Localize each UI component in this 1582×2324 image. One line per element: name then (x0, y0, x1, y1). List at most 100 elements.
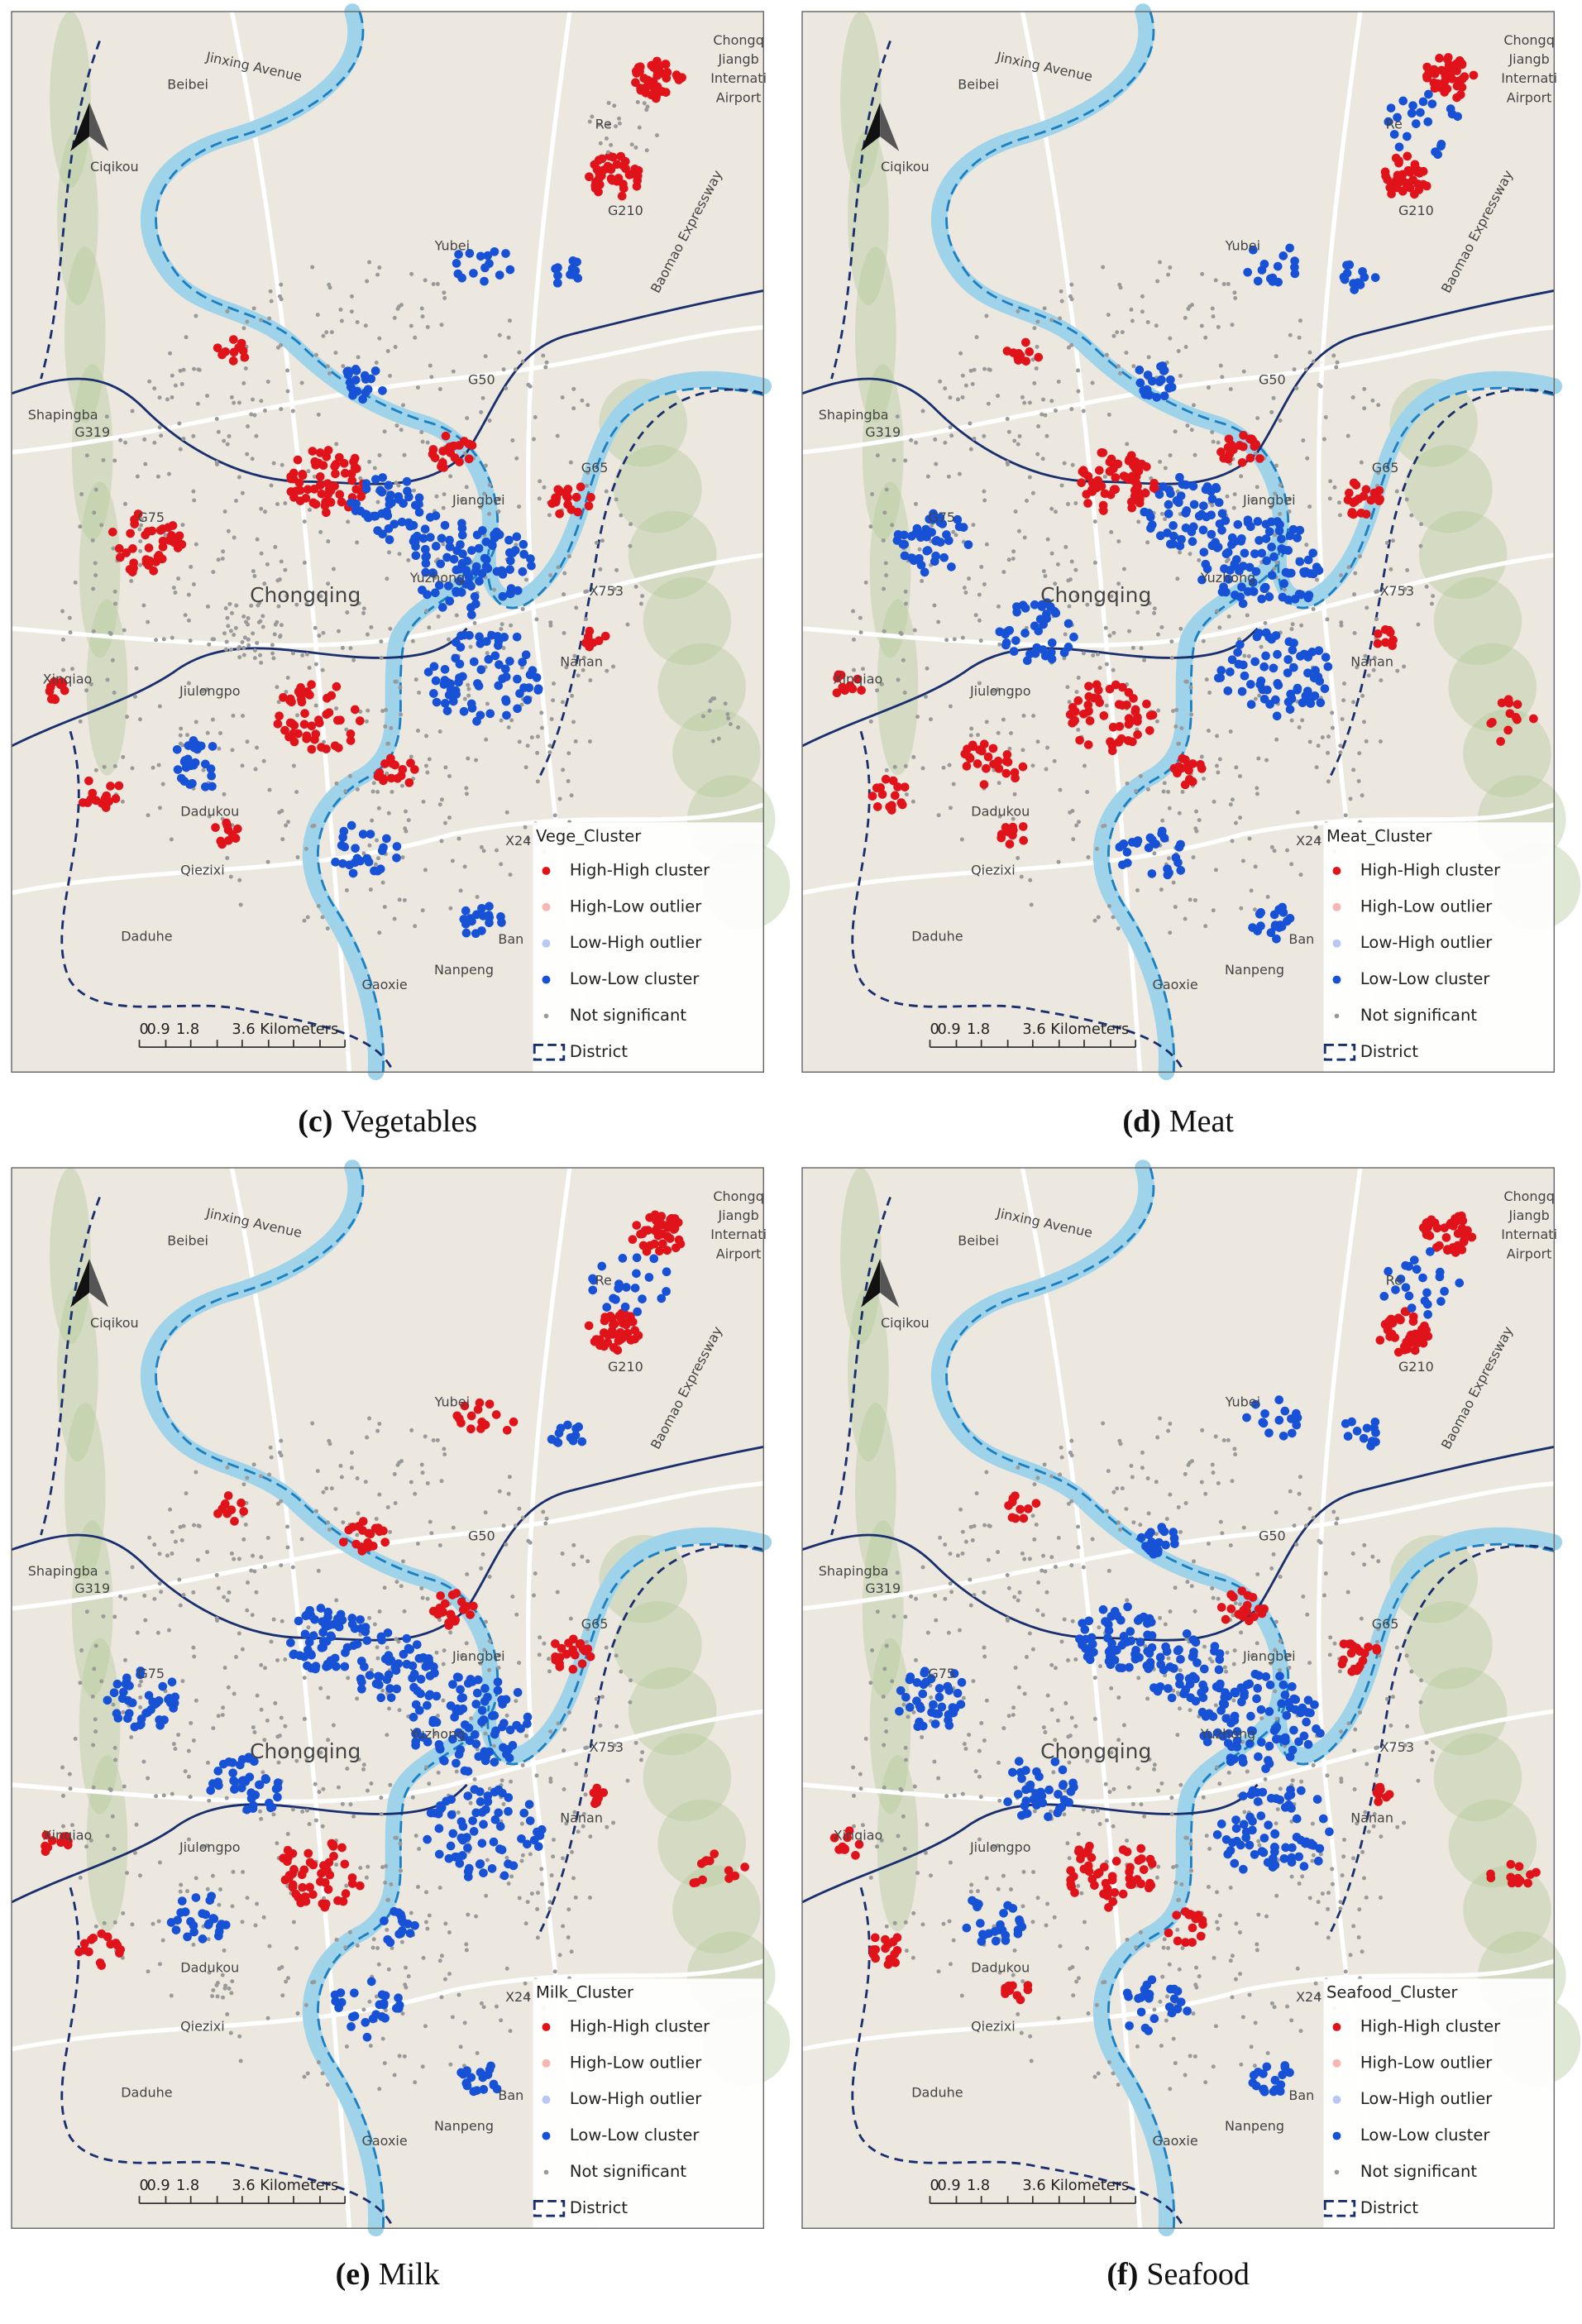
point (351, 1814, 356, 1819)
point (1199, 548, 1209, 557)
point (736, 724, 741, 729)
point (334, 1863, 339, 1867)
point (156, 763, 161, 767)
point (730, 1871, 740, 1881)
point (1360, 693, 1365, 698)
point (925, 1822, 930, 1827)
place-label: Beibei (958, 76, 999, 92)
point (1277, 544, 1287, 553)
point (265, 562, 270, 567)
point (553, 270, 562, 280)
point (1351, 1856, 1355, 1861)
point (1166, 1946, 1171, 1950)
point (385, 1733, 390, 1738)
point (483, 251, 493, 261)
point (519, 1858, 524, 1863)
point (577, 1659, 587, 1669)
point (285, 1524, 290, 1529)
point (222, 631, 227, 636)
point (561, 1924, 566, 1929)
point (860, 1823, 865, 1828)
point (995, 627, 1005, 637)
point (442, 1977, 447, 1982)
point (390, 760, 399, 770)
point (632, 1253, 642, 1263)
point (1163, 466, 1168, 471)
point (237, 400, 241, 405)
point (1175, 1927, 1180, 1932)
legend-marker (542, 2059, 551, 2068)
point (1338, 1900, 1343, 1905)
point (1292, 367, 1297, 372)
point (464, 485, 469, 490)
point (494, 1785, 504, 1795)
point (237, 655, 242, 660)
point (384, 1863, 389, 1868)
point (160, 782, 165, 787)
point (519, 549, 528, 559)
point (429, 1531, 434, 1536)
point (458, 1822, 468, 1831)
point (367, 843, 372, 848)
point (365, 279, 370, 284)
point (520, 359, 525, 364)
point (423, 278, 428, 283)
point (982, 763, 991, 773)
point (963, 540, 973, 549)
point (472, 2086, 481, 2095)
point (374, 1516, 379, 1521)
point (404, 809, 409, 814)
caption-letter: (d) (1122, 1104, 1160, 1139)
point (341, 1520, 346, 1525)
place-label: Chongq (1503, 32, 1554, 48)
point (259, 1662, 264, 1667)
point (379, 843, 388, 853)
legend-marker (543, 2169, 549, 2175)
point (501, 1802, 506, 1806)
point (996, 1760, 1001, 1765)
point (430, 453, 440, 462)
point (852, 667, 856, 672)
point (562, 571, 567, 576)
place-label: Yuzhong (409, 1726, 466, 1742)
point (285, 1831, 290, 1836)
point (1283, 587, 1287, 592)
point (496, 509, 501, 514)
point (636, 85, 646, 95)
place-label: Chongq (713, 1188, 763, 1204)
point (526, 554, 535, 563)
point (372, 466, 377, 471)
point (936, 1969, 941, 1974)
point (382, 905, 387, 910)
point (1402, 1820, 1407, 1825)
point (549, 716, 554, 721)
point (958, 523, 968, 532)
point (566, 751, 571, 756)
point (232, 824, 242, 834)
point (111, 1702, 116, 1707)
terrain (877, 599, 919, 776)
point (1351, 767, 1356, 772)
point (1198, 525, 1208, 535)
point (1168, 2087, 1173, 2092)
point (385, 741, 390, 746)
point (228, 356, 238, 366)
point (1177, 763, 1186, 773)
point (60, 686, 69, 696)
point (372, 1622, 377, 1627)
point (1230, 537, 1240, 547)
point (313, 1818, 318, 1823)
point (495, 2004, 499, 2009)
point (478, 504, 483, 509)
point (265, 859, 270, 864)
point (91, 629, 96, 634)
point (899, 631, 904, 636)
point (1131, 477, 1140, 487)
point (455, 1858, 465, 1868)
point (374, 1994, 379, 1999)
point (1183, 315, 1188, 320)
district-boundary (851, 1886, 1186, 2229)
point (216, 1585, 221, 1590)
point (857, 686, 866, 695)
point (368, 2014, 378, 2024)
